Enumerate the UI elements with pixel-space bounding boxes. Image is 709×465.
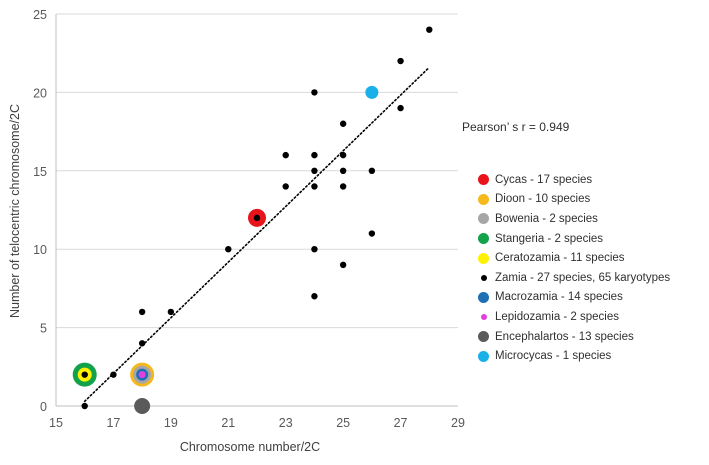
x-tick-label: 21 (221, 416, 235, 430)
legend-marker (478, 174, 489, 186)
legend-item: Ceratozamia - 11 species (478, 248, 670, 268)
point-zamia (253, 214, 261, 222)
point-zamia (397, 57, 404, 65)
legend-label: Ceratozamia - 11 species (495, 252, 625, 265)
y-tick-label: 20 (33, 86, 47, 100)
point-zamia (368, 230, 376, 237)
point-zamia (311, 167, 318, 174)
legend-item: Encephalartos - 13 species (478, 327, 670, 347)
x-axis-label: Chromosome number/2C (180, 440, 320, 454)
legend-label: Stangeria - 2 species (495, 232, 604, 245)
point-zamia (81, 371, 88, 378)
legend-item: Zamia - 27 species, 65 karyotypes (478, 268, 670, 288)
x-tick-label: 25 (336, 416, 350, 430)
point-encephalartos (134, 398, 151, 414)
point-microcycas (365, 85, 379, 99)
legend-label: Encephalartos - 13 species (495, 330, 634, 343)
x-tick-label: 23 (279, 416, 293, 430)
point-zamia (167, 308, 175, 316)
point-zamia (110, 371, 117, 378)
axes (55, 14, 458, 407)
trendline (83, 66, 431, 403)
legend-label: Cycas - 17 species (495, 173, 593, 186)
point-zamia (225, 246, 232, 253)
legend-marker (478, 331, 489, 343)
legend-label: Macrozamia - 14 species (495, 291, 623, 304)
point-zamia (282, 151, 289, 159)
legend-item: Macrozamia - 14 species (478, 288, 670, 308)
legend-marker (478, 233, 489, 245)
point-zamia (282, 183, 289, 190)
legend-marker (478, 291, 489, 303)
point-zamia (311, 151, 318, 159)
tick-labels: 0 5 10 15 20 25 15 17 19 21 23 25 27 29 (33, 8, 465, 430)
legend-item: Dioon - 10 species (478, 190, 670, 210)
legend-item: Lepidozamia - 2 species (478, 307, 670, 327)
legend-label: Microcycas - 1 species (495, 350, 612, 363)
legend-marker (478, 193, 489, 205)
legend-item: Bowenia - 2 species (478, 209, 670, 229)
legend-marker (480, 313, 487, 320)
data-points (72, 26, 433, 414)
y-axis-label: Number of telocentric chromosome/2C (8, 104, 22, 318)
legend-marker (478, 350, 489, 362)
legend-label: Lepidozamia - 2 species (495, 310, 620, 323)
x-tick-label: 17 (106, 416, 120, 430)
point-zamia (81, 402, 88, 410)
point-zamia (368, 167, 376, 174)
gridlines (56, 13, 458, 329)
legend-item: Cycas - 17 species (478, 170, 670, 190)
point-zamia (138, 340, 146, 347)
legend-label: Dioon - 10 species (495, 193, 591, 206)
y-tick-label: 25 (33, 8, 47, 22)
point-zamia (311, 246, 318, 253)
x-tick-label: 19 (164, 416, 178, 430)
x-tick-label: 27 (394, 416, 408, 430)
legend-marker (478, 252, 489, 264)
point-zamia (397, 104, 404, 112)
legend-label: Bowenia - 2 species (495, 212, 598, 225)
point-zamia (339, 183, 347, 190)
point-zamia (311, 89, 318, 96)
y-tick-label: 5 (40, 322, 47, 336)
point-zamia (339, 120, 347, 127)
point-zamia (339, 151, 347, 159)
y-tick-label: 15 (33, 165, 47, 179)
point-zamia (339, 261, 347, 269)
legend-item: Microcycas - 1 species (478, 346, 670, 366)
x-tick-label: 15 (49, 416, 63, 430)
legend-marker (478, 213, 489, 225)
point-zamia (138, 308, 146, 316)
point-lepidozamia (138, 371, 146, 379)
point-zamia (426, 26, 433, 33)
legend: Cycas - 17 species Dioon - 10 species Bowe… (478, 170, 670, 366)
legend-marker (480, 274, 487, 281)
legend-item: Stangeria - 2 species (478, 229, 670, 249)
x-tick-label: 29 (451, 416, 465, 430)
point-zamia (311, 293, 318, 300)
pearson-annotation: Pearson’ s r = 0.949 (462, 120, 570, 134)
point-zamia (339, 167, 347, 174)
legend-label: Zamia - 27 species, 65 karyotypes (495, 271, 671, 284)
point-zamia (311, 183, 318, 190)
y-tick-label: 0 (40, 400, 47, 414)
trendline-path (83, 66, 431, 403)
y-tick-label: 10 (33, 243, 47, 257)
